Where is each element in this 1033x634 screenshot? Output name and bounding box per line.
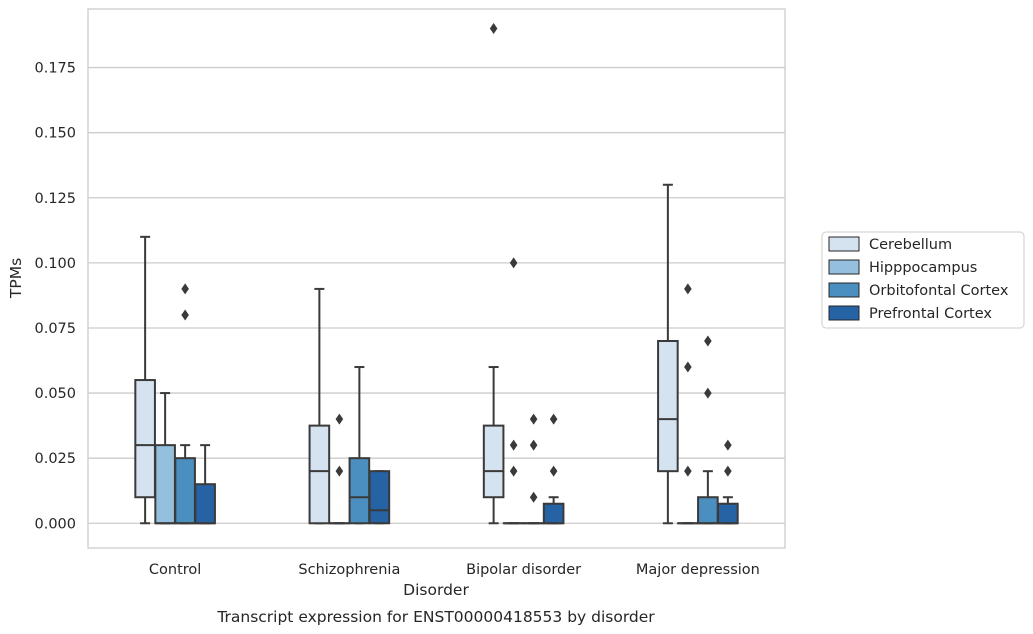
y-tick-label: 0.000: [34, 516, 76, 532]
box-body: [717, 502, 739, 525]
y-tick-label: 0.175: [34, 61, 76, 77]
box-body: [542, 502, 565, 525]
box-body: [174, 457, 196, 525]
outlier-point: [509, 439, 518, 451]
y-tick-label: 0.075: [34, 321, 76, 337]
box-body: [134, 379, 156, 499]
outlier-point: [529, 491, 538, 503]
y-axis-label: TPMs: [7, 258, 25, 299]
outlier-point: [549, 465, 558, 477]
x-tick-labels: Control Schizophrenia Bipolar disorder Majo…: [149, 562, 760, 578]
box-1-0: [154, 392, 176, 525]
box-body: [194, 483, 216, 525]
box-0-3: [657, 183, 679, 525]
outlier-point: [335, 413, 344, 425]
box-2-0: [174, 283, 196, 525]
x-tick-label: Schizophrenia: [298, 562, 400, 578]
box-0-0: [134, 235, 156, 525]
x-tick-label: Bipolar disorder: [466, 562, 581, 578]
outlier-point: [489, 23, 498, 35]
box-2-2: [522, 413, 545, 525]
box-2-3: [697, 335, 719, 525]
box-2-1: [348, 366, 371, 525]
legend-swatch: [828, 259, 860, 275]
x-axis-label: Disorder: [403, 581, 469, 599]
box-0-1: [308, 287, 331, 525]
x-tick-label: Major depression: [636, 562, 760, 578]
y-tick-label: 0.150: [34, 126, 76, 142]
legend-label: Prefrontal Cortex: [869, 306, 992, 322]
outlier-point: [335, 465, 344, 477]
outlier-point: [684, 283, 692, 295]
legend: Cerebellum Hipppocampus Orbitofontal Corte…: [821, 231, 1025, 329]
x-tick-label: Control: [149, 562, 201, 578]
outlier-point: [724, 465, 732, 477]
legend-swatch: [828, 282, 860, 298]
chart-caption: Transcript expression for ENST0000041855…: [216, 608, 655, 626]
box-body: [348, 457, 371, 525]
box-1-1: [328, 413, 351, 525]
outlier-point: [509, 257, 518, 269]
legend-label: Hipppocampus: [869, 260, 977, 276]
outlier-point: [724, 439, 732, 451]
box-body: [154, 444, 176, 525]
box-3-3: [717, 439, 739, 525]
legend-swatch: [828, 305, 860, 321]
outlier-point: [181, 283, 189, 295]
box-3-0: [194, 444, 216, 525]
y-tick-label: 0.025: [34, 451, 76, 467]
y-tick-label: 0.050: [34, 386, 76, 402]
legend-label: Cerebellum: [869, 237, 952, 253]
box-body: [308, 424, 331, 525]
outlier-point: [704, 387, 712, 399]
legend-label: Orbitofontal Cortex: [869, 283, 1009, 299]
box-marks: [134, 23, 739, 525]
legend-frame: [821, 231, 1025, 329]
grid-lines: [88, 66, 785, 524]
y-tick-label: 0.125: [34, 191, 76, 207]
box-3-2: [542, 413, 565, 525]
outlier-point: [509, 465, 518, 477]
box-body: [657, 339, 679, 473]
box-body: [368, 470, 391, 525]
outlier-point: [181, 309, 189, 321]
box-body: [697, 496, 719, 525]
box-0-2: [482, 23, 505, 525]
legend-swatch: [828, 236, 860, 252]
outlier-point: [684, 465, 692, 477]
box-body: [482, 424, 505, 499]
outlier-point: [529, 413, 538, 425]
plot-frame: [87, 8, 786, 549]
outlier-point: [549, 413, 558, 425]
box-1-2: [502, 257, 525, 525]
outlier-point: [529, 439, 538, 451]
outlier-point: [684, 361, 692, 373]
box-1-3: [677, 283, 699, 525]
box-3-1: [368, 470, 391, 525]
outlier-point: [704, 335, 712, 347]
y-tick-labels: 0.000 0.025 0.050 0.075 0.100 0.125 0.150 0.175: [34, 61, 76, 533]
y-tick-label: 0.100: [34, 256, 76, 272]
